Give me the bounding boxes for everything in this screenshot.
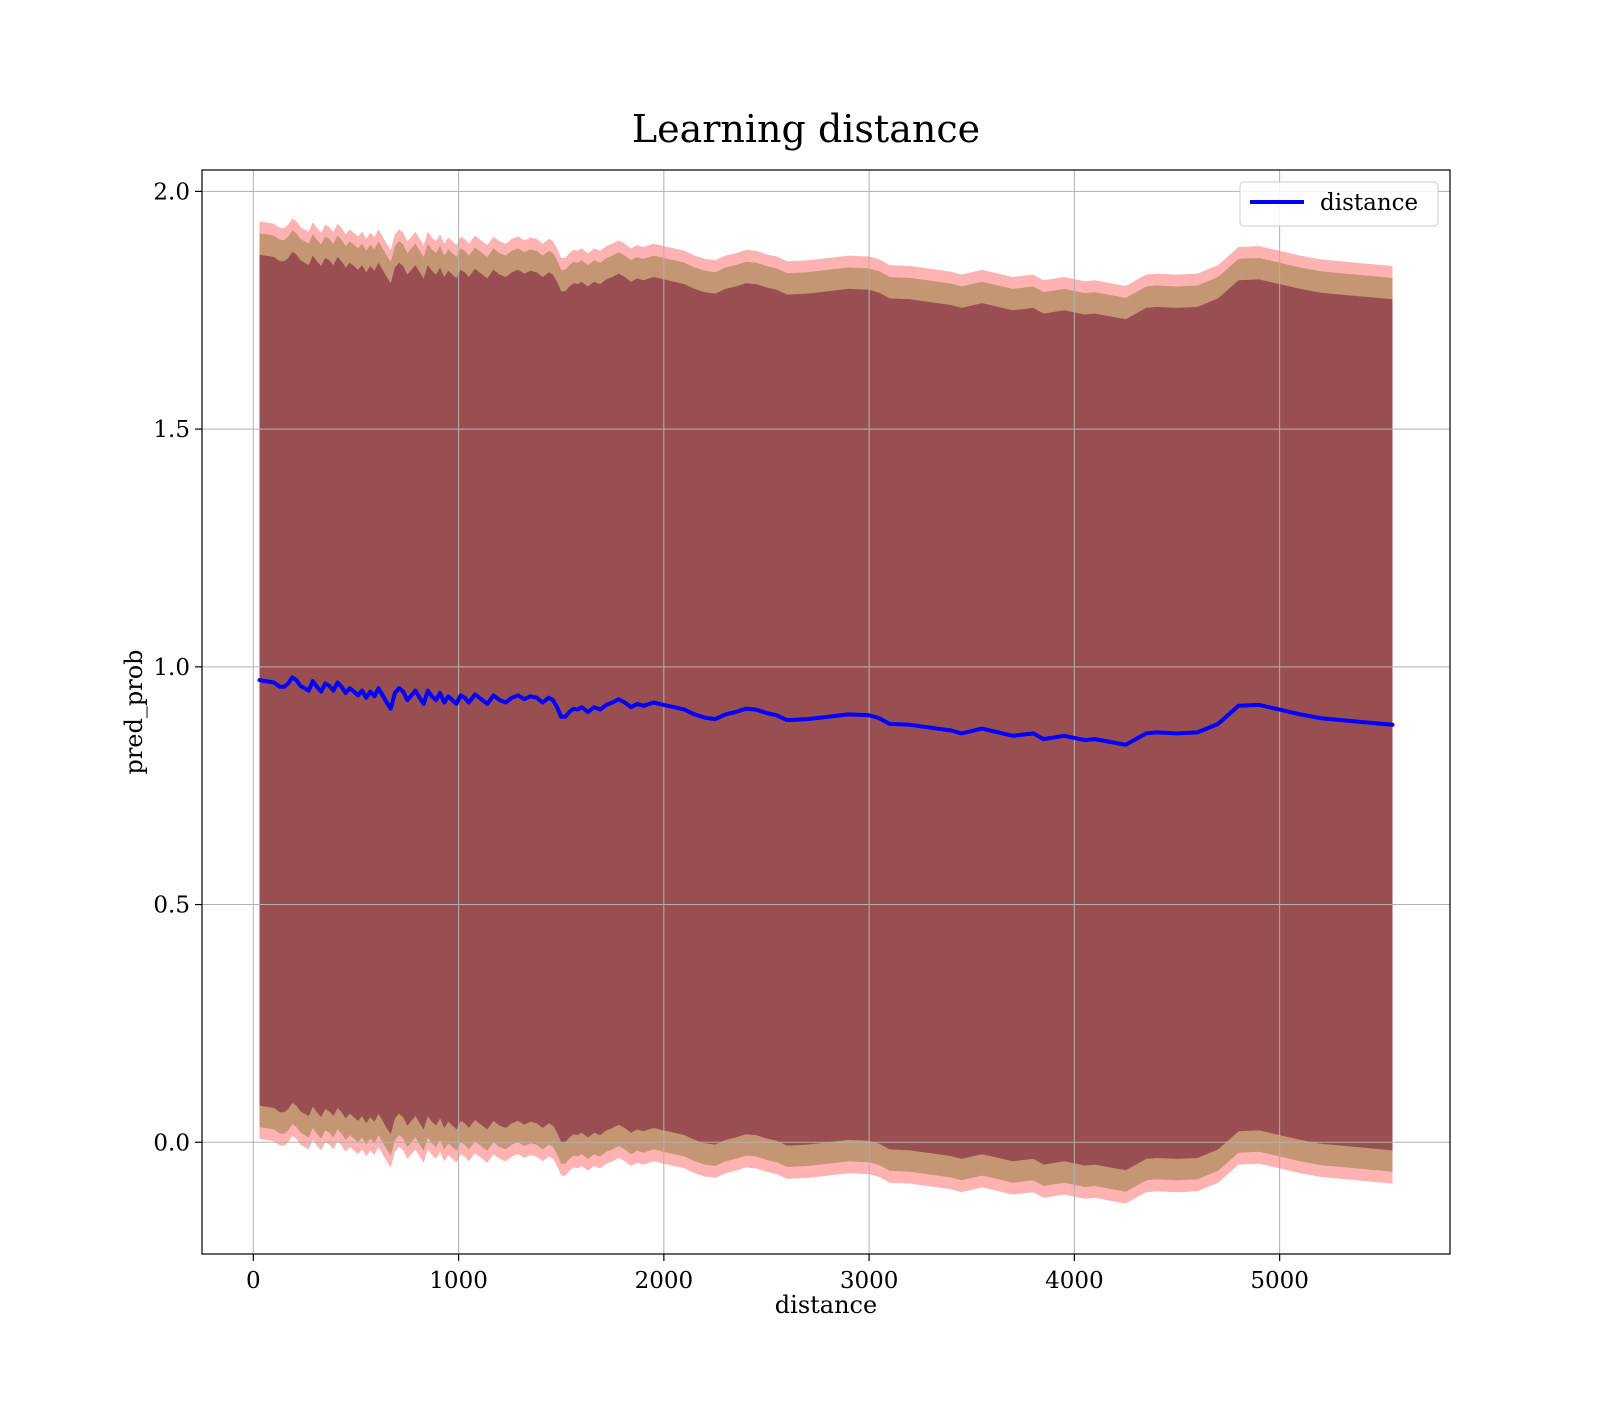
x-tick-label-0: 0 [246,1268,261,1294]
x-tick-label-1: 1000 [429,1268,488,1294]
axis-ticks: 0 1000 2000 3000 4000 5000 0.0 0.5 1.0 1.5 2.0 [153,179,1308,1294]
chart-title: Learning distance [632,107,980,151]
legend-box [1239,181,1439,227]
x-tick-label-2: 2000 [635,1268,694,1294]
legend: distance [1239,181,1439,227]
confidence-bands [259,218,1393,1204]
band-inner [259,251,1393,1171]
y-tick-label-2: 1.0 [153,655,190,681]
grid-lines [202,170,1450,1254]
y-tick-label-0: 0.0 [153,1130,190,1156]
x-tick-label-3: 3000 [840,1268,899,1294]
x-axis-label: distance [775,1291,877,1319]
plot-frame [201,169,1451,1255]
legend-label-distance: distance [1320,190,1418,216]
series-lines [257,675,1395,747]
y-tick-label-3: 1.5 [153,417,190,443]
y-axis-label: pred_prob [120,649,148,774]
y-tick-label-4: 2.0 [153,179,190,205]
series-line-distance [257,675,1395,747]
x-tick-label-4: 4000 [1045,1268,1104,1294]
y-tick-label-1: 0.5 [153,893,190,919]
x-tick-label-5: 5000 [1250,1268,1309,1294]
